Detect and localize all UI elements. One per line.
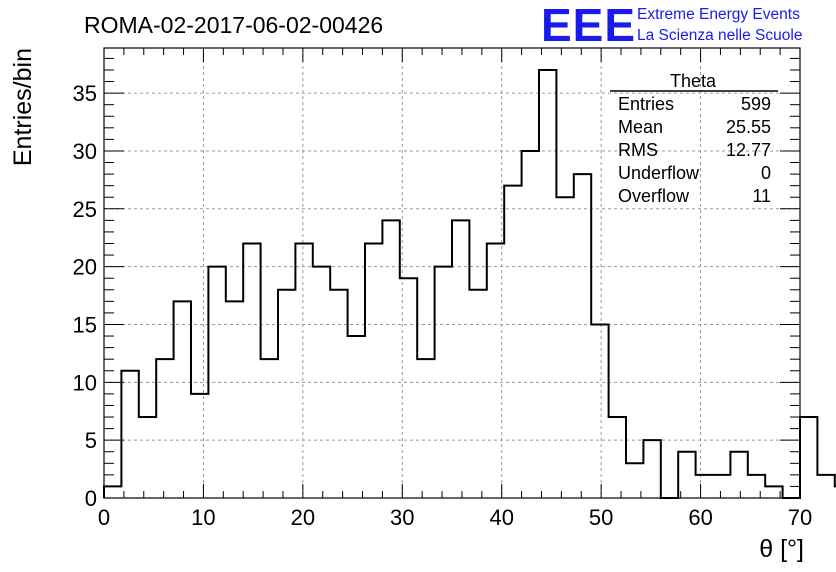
logo-line-1: Extreme Energy Events <box>637 6 800 23</box>
x-tick-label-4: 40 <box>489 505 513 530</box>
x-tick-label-2: 20 <box>291 505 315 530</box>
x-tick-label-6: 60 <box>688 505 712 530</box>
logo-mark: EEE <box>541 0 636 51</box>
stats-rows: Entries 599 Mean 25.55 RMS 12.77 Underflow 0 Ove… <box>618 94 771 206</box>
x-axis-tick-labels: 0 10 20 30 40 50 60 70 <box>98 505 812 530</box>
stats-value-entries: 599 <box>741 94 771 114</box>
logo-line-2: La Scienza nelle Scuole <box>637 27 802 44</box>
stats-label-entries: Entries <box>618 94 674 114</box>
stats-title: Theta <box>670 71 717 91</box>
y-tick-label-2: 10 <box>73 370 97 395</box>
chart-title: ROMA-02-2017-06-02-00426 <box>84 12 383 38</box>
y-tick-label-6: 30 <box>73 139 97 164</box>
y-tick-label-1: 5 <box>85 428 97 453</box>
stats-label-overflow: Overflow <box>618 186 690 206</box>
y-tick-label-3: 15 <box>73 312 97 337</box>
y-tick-label-5: 25 <box>73 197 97 222</box>
stats-label-rms: RMS <box>618 140 658 160</box>
stats-value-overflow: 11 <box>752 186 771 206</box>
y-axis-tick-labels: 0 5 10 15 20 25 30 35 <box>73 81 97 511</box>
stats-value-mean: 25.55 <box>726 117 771 137</box>
x-tick-label-1: 10 <box>191 505 215 530</box>
stats-value-rms: 12.77 <box>726 140 771 160</box>
stats-label-mean: Mean <box>618 117 663 137</box>
eee-logo: EEE Extreme Energy Events La Scienza nel… <box>541 0 802 51</box>
stats-box: Theta Entries 599 Mean 25.55 RMS 12.77 Underfl… <box>610 71 778 206</box>
axis-ticks <box>103 48 801 499</box>
x-tick-label-0: 0 <box>98 505 110 530</box>
x-axis-label: θ [°] <box>759 535 804 563</box>
stats-value-underflow: 0 <box>761 163 771 183</box>
y-axis-label: Entries/bin <box>9 48 37 166</box>
y-tick-label-7: 35 <box>73 81 97 106</box>
stats-label-underflow: Underflow <box>618 163 700 183</box>
x-tick-label-5: 50 <box>589 505 613 530</box>
x-tick-label-7: 70 <box>788 505 812 530</box>
y-tick-label-4: 20 <box>73 255 97 280</box>
x-tick-label-3: 30 <box>390 505 414 530</box>
plot-frame <box>103 47 801 499</box>
y-tick-label-0: 0 <box>85 486 97 511</box>
